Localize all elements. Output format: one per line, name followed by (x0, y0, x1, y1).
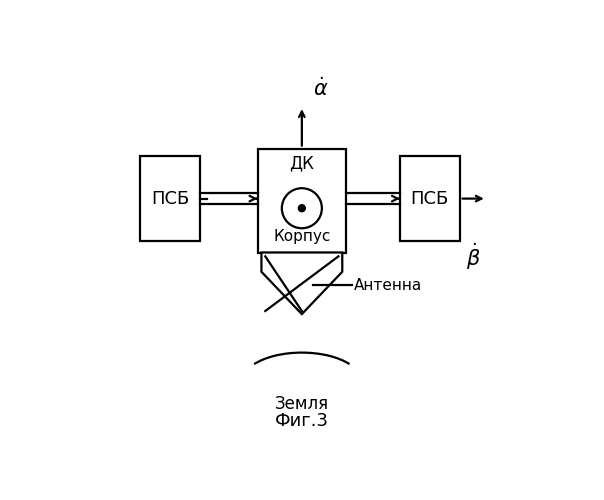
Text: Фиг.3: Фиг.3 (275, 412, 329, 430)
Text: ПСБ: ПСБ (151, 190, 189, 208)
Text: Антенна: Антенна (354, 278, 422, 292)
Text: ПСБ: ПСБ (411, 190, 449, 208)
Bar (400, 156, 460, 241)
Text: Корпус: Корпус (273, 229, 330, 244)
Text: $\dot{\alpha}$: $\dot{\alpha}$ (313, 78, 329, 100)
Bar (257, 148, 346, 252)
Text: ДК: ДК (289, 154, 314, 172)
Bar (140, 156, 200, 241)
Circle shape (298, 205, 305, 212)
Polygon shape (262, 252, 342, 314)
Text: Земля: Земля (275, 395, 329, 413)
Text: $\dot{\beta}$: $\dot{\beta}$ (466, 241, 481, 272)
Circle shape (282, 188, 322, 228)
